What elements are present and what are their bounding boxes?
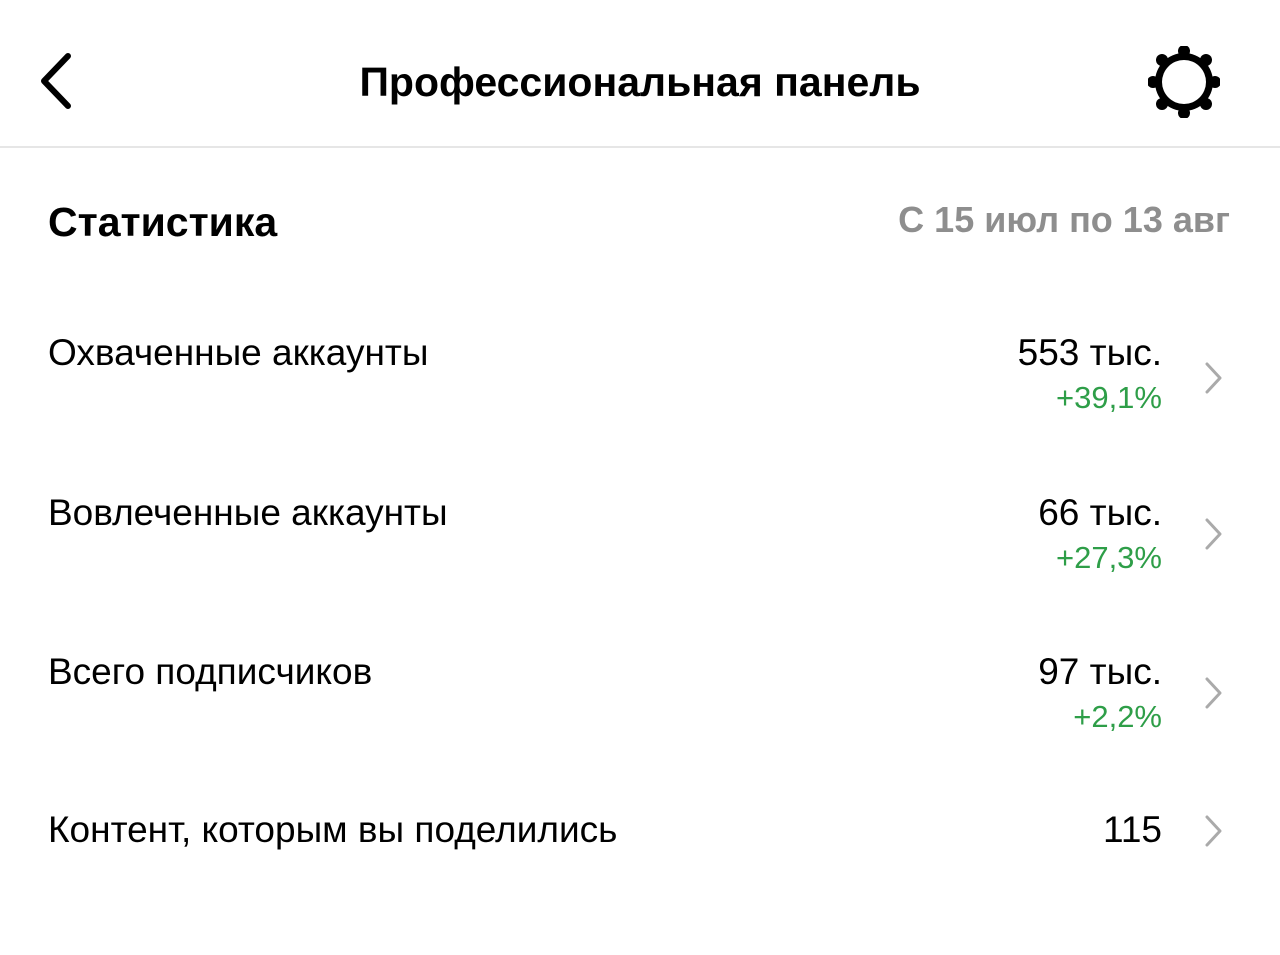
section-title: Статистика: [48, 199, 278, 245]
stat-value: 115: [1103, 809, 1162, 850]
chevron-left-icon: [41, 53, 71, 109]
stat-row-total-followers[interactable]: Всего подписчиков 97 тыс. +2,2%: [0, 647, 1280, 797]
gear-icon: [1147, 45, 1221, 119]
stat-row-engaged-accounts[interactable]: Вовлеченные аккаунты 66 тыс. +27,3%: [0, 488, 1280, 638]
stat-label: Охваченные аккаунты: [48, 332, 429, 373]
stat-value: 66 тыс.: [1038, 492, 1162, 533]
stat-delta: +39,1%: [1055, 380, 1162, 415]
stat-label: Вовлеченные аккаунты: [48, 492, 448, 533]
chevron-right-icon: [1205, 815, 1222, 847]
chevron-right-icon: [1205, 362, 1222, 394]
chevron-right-icon: [1205, 518, 1222, 550]
stat-delta: +2,2%: [1073, 699, 1162, 734]
stat-row-shared-content[interactable]: Контент, которым вы поделились 115: [0, 805, 1280, 955]
top-bar: Профессиональная панель: [0, 0, 1280, 148]
back-button[interactable]: [34, 50, 78, 112]
page-title: Профессиональная панель: [359, 59, 921, 105]
stat-value: 553 тыс.: [1017, 332, 1162, 373]
stat-label: Контент, которым вы поделились: [48, 809, 618, 850]
date-range: С 15 июл по 13 авг: [898, 199, 1230, 240]
stat-label: Всего подписчиков: [48, 651, 373, 692]
stat-row-reached-accounts[interactable]: Охваченные аккаунты 553 тыс. +39,1%: [0, 328, 1280, 478]
chevron-right-icon: [1205, 677, 1222, 709]
stat-value: 97 тыс.: [1038, 651, 1162, 692]
stat-delta: +27,3%: [1055, 540, 1162, 575]
settings-button[interactable]: [1147, 45, 1221, 119]
